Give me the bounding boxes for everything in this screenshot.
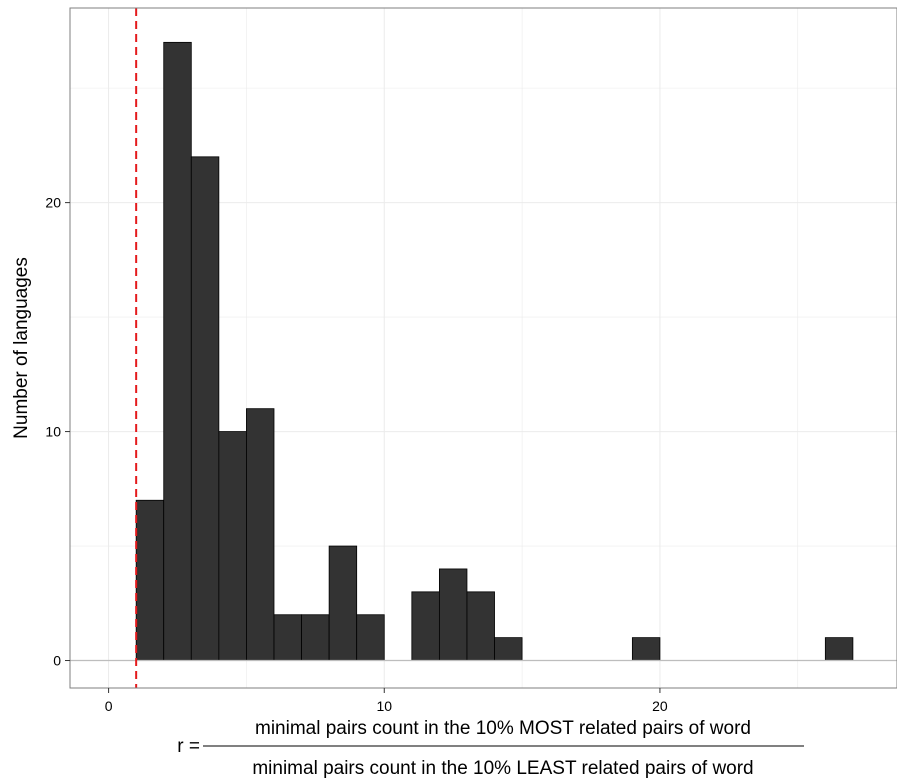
histogram-bar [438,568,468,661]
histogram-bar [328,545,358,661]
histogram-bar [356,614,385,661]
histogram-bar [824,637,854,661]
histogram-bar [466,591,495,661]
histogram-bar [273,614,302,661]
y-axis-title: Number of languages [11,257,32,439]
y-tick-label: 10 [45,424,61,440]
histogram-bar [218,431,247,661]
plot-border [69,7,897,689]
x-tick-label: 20 [652,698,668,714]
histogram-bar [631,637,661,661]
histogram-bar [163,41,192,661]
x-tick-label: 0 [105,698,113,714]
histogram-bar [411,591,440,661]
histogram-bar [190,156,220,661]
x-axis-formula-numerator: minimal pairs count in the 10% MOST rela… [255,718,751,739]
histogram-bar [494,637,523,661]
axis-ticks: 0 10 20 0 10 20 [45,195,668,714]
histogram-bar [301,614,330,661]
x-axis-formula-denominator: minimal pairs count in the 10% LEAST rel… [252,758,753,779]
histogram-bars [135,41,854,661]
histogram-bar [246,408,275,661]
y-tick-label: 20 [45,195,61,211]
y-tick-label: 0 [53,653,61,669]
x-tick-label: 10 [376,698,392,714]
x-axis-formula-prefix: r = [177,736,200,757]
histogram-bar [135,499,165,661]
